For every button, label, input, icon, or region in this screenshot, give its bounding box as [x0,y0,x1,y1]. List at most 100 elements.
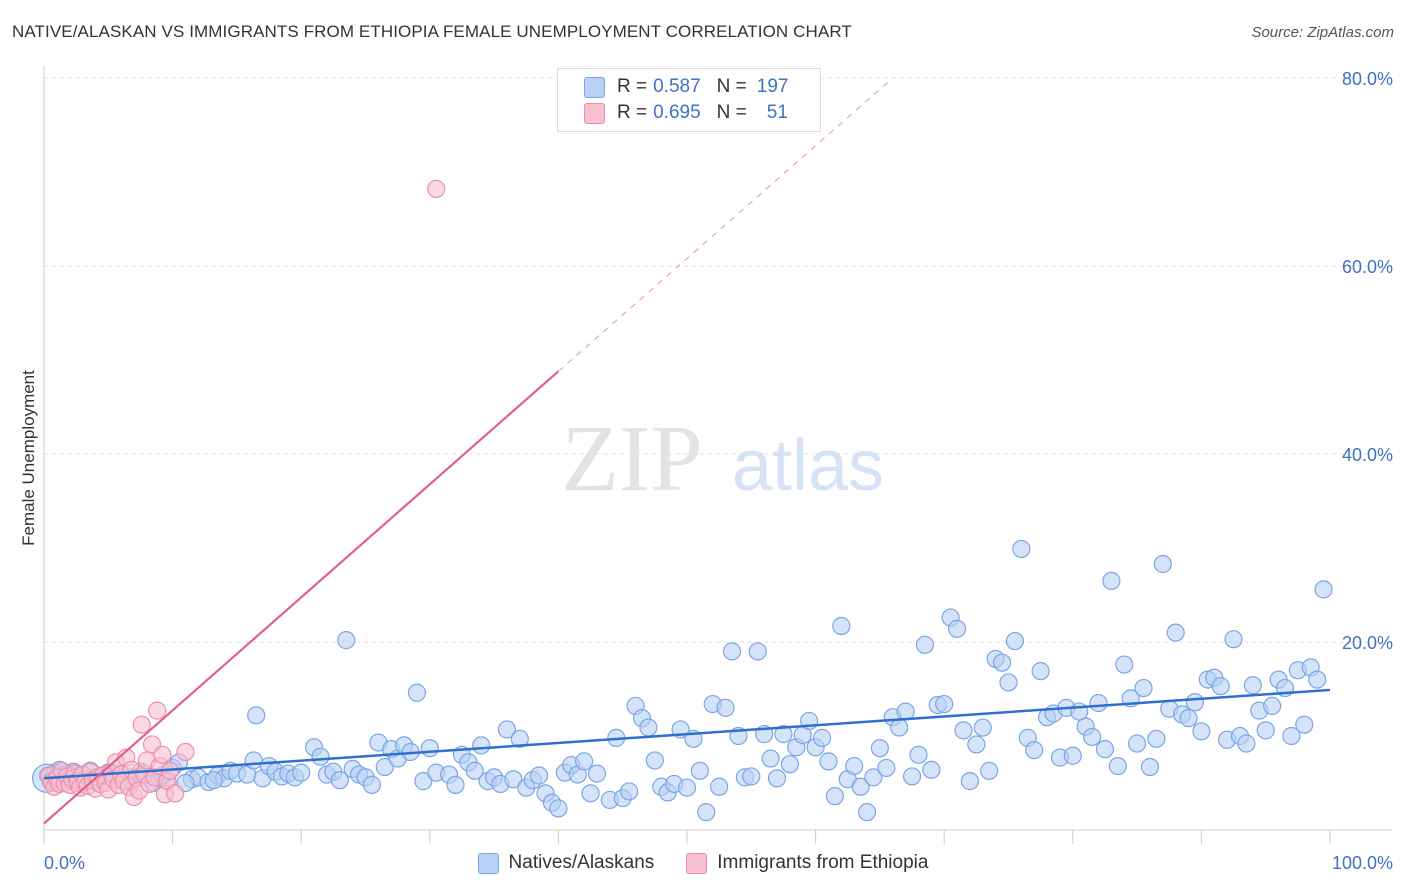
series-legend: Natives/Alaskans Immigrants from Ethiopi… [0,852,1406,874]
point-natives [1089,693,1108,713]
point-natives [247,706,266,725]
point-natives [761,749,780,768]
point-natives [967,735,986,754]
point-natives [446,775,465,794]
point-natives [845,756,864,776]
point-natives [1140,757,1160,777]
point-natives [549,799,568,818]
point-natives [960,772,980,791]
y-tick-label: 80.0% [1342,69,1393,89]
x-tick-label-min: 0.0% [44,853,85,873]
point-natives [414,772,433,791]
point-natives [915,635,935,654]
point-natives [407,683,427,702]
point-natives [575,752,594,771]
point-natives [677,778,697,797]
point-natives [748,642,767,661]
legend-r-label: R = [617,102,648,123]
legend-swatch-pink [686,852,708,874]
point-natives [992,653,1012,672]
point-natives [870,739,890,758]
y-tick-label: 40.0% [1342,445,1393,465]
point-natives [690,761,709,780]
point-natives [1005,631,1025,651]
point-natives [1179,709,1198,728]
point-natives [1224,630,1243,649]
point-natives [1211,677,1230,696]
legend-r-value: 0.695 [653,102,701,123]
point-natives [362,775,382,794]
legend-n-value: 51 [766,102,788,123]
point-natives [890,718,909,737]
axes [43,66,1392,844]
point-natives [1025,740,1044,760]
legend-n-label: N = [716,76,747,97]
point-natives [1295,715,1314,734]
point-natives [857,803,877,822]
point-natives [1185,693,1205,712]
point-natives [902,767,922,786]
trend-line-ethiopia-extension [558,77,894,372]
source-credit: Source: ZipAtlas.com [1251,24,1394,41]
trend-lines [43,77,1331,825]
series-ethiopia-points [40,179,446,807]
stats-legend: R = 0.587 N = 197 R = 0.695 N = 51 [557,68,821,132]
point-natives [1243,676,1262,695]
legend-row-natives: R = 0.587 N = 197 [558,74,788,100]
point-natives [742,767,761,786]
point-natives [204,771,223,790]
point-natives [1147,729,1166,748]
point-natives [330,771,349,790]
point-natives [472,736,491,755]
point-natives [864,768,883,787]
point-natives [375,757,394,777]
point-natives [935,694,954,714]
legend-item-natives[interactable]: Natives/Alaskans [477,852,654,874]
point-natives [1166,623,1185,642]
point-natives [1237,734,1256,753]
point-natives [1282,726,1301,746]
point-natives [1127,734,1147,753]
watermark-zip: ZIP [562,407,703,511]
point-natives [311,747,330,766]
point-ethiopia [176,742,195,762]
point-natives [909,745,928,764]
point-natives [832,616,851,636]
point-natives [1314,580,1333,599]
watermark: ZIP atlas [562,407,885,511]
point-natives [1082,727,1102,747]
trend-line-natives [43,688,1331,780]
point-natives [587,764,607,783]
trend-line-ethiopia [43,370,560,825]
point-natives [1115,655,1134,674]
point-natives [504,770,523,789]
point-natives [639,718,658,737]
point-natives [851,777,870,796]
point-natives [292,763,311,782]
point-natives [1308,670,1327,689]
point-natives [530,766,549,785]
point-natives [999,673,1018,692]
point-natives [947,619,967,638]
point-ethiopia [153,745,172,764]
point-natives [980,761,999,780]
y-axis-label: Female Unemployment [19,370,38,546]
point-ethiopia [166,784,185,803]
point-natives [620,782,639,801]
legend-item-ethiopia[interactable]: Immigrants from Ethiopia [686,852,928,874]
point-ethiopia [427,179,446,199]
point-natives [244,751,263,770]
legend-r-label: R = [617,76,648,97]
legend-r-value: 0.587 [653,76,701,97]
point-natives [1102,571,1121,591]
legend-swatch-blue [584,76,605,98]
point-natives [1192,722,1211,741]
watermark-atlas: atlas [732,426,884,506]
point-natives [465,761,484,780]
legend-label-ethiopia: Immigrants from Ethiopia [717,852,929,873]
legend-n-value: 197 [756,76,789,97]
point-natives [510,729,529,748]
point-natives [774,725,793,744]
grid-lines [44,77,1392,643]
